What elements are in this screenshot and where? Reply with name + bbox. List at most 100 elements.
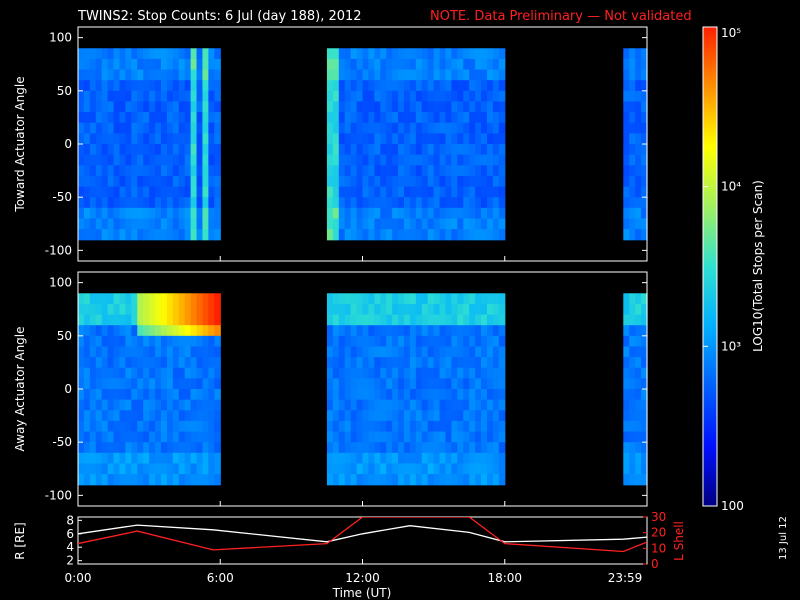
heat-cell bbox=[190, 474, 198, 486]
heat-cell bbox=[374, 335, 381, 348]
heat-cell bbox=[398, 303, 405, 316]
y-tick-label: -50 bbox=[52, 190, 72, 204]
heat-cell bbox=[356, 463, 364, 475]
heat-cell bbox=[445, 378, 453, 390]
heat-cell bbox=[214, 58, 221, 71]
heat-cell bbox=[356, 218, 364, 230]
heat-cell bbox=[433, 101, 441, 113]
heat-cell bbox=[629, 101, 636, 113]
heat-cell bbox=[457, 410, 464, 422]
heat-cell bbox=[439, 122, 447, 134]
heat-cell bbox=[338, 144, 346, 156]
heat-cell bbox=[457, 144, 464, 156]
heat-cell bbox=[202, 367, 209, 379]
heat-cell bbox=[398, 314, 405, 326]
heat-cell bbox=[433, 389, 441, 401]
heat-cell bbox=[629, 293, 636, 305]
heat-cell bbox=[113, 218, 121, 230]
heat-cell bbox=[95, 58, 103, 71]
heat-cell bbox=[427, 186, 435, 198]
heat-cell bbox=[326, 175, 334, 188]
heat-cell bbox=[107, 229, 115, 241]
heat-cell bbox=[78, 207, 85, 220]
heat-cell bbox=[374, 389, 381, 401]
heat-cell bbox=[178, 186, 186, 198]
heat-cell bbox=[143, 154, 150, 166]
heat-cell bbox=[498, 431, 506, 443]
heat-cell bbox=[119, 80, 127, 92]
heat-cell bbox=[356, 357, 364, 369]
heat-cell bbox=[155, 112, 162, 124]
heat-cell bbox=[481, 420, 488, 433]
heat-cell bbox=[380, 399, 387, 411]
heat-cell bbox=[326, 399, 334, 411]
heat-cell bbox=[83, 218, 91, 230]
heat-cell bbox=[202, 122, 209, 134]
heat-cell bbox=[445, 399, 453, 411]
heat-cell bbox=[155, 293, 162, 305]
heat-cell bbox=[623, 207, 630, 220]
heat-cell bbox=[155, 399, 162, 411]
heat-cell bbox=[386, 133, 393, 145]
heat-cell bbox=[101, 175, 109, 188]
heat-cell bbox=[457, 122, 464, 134]
heat-cell bbox=[403, 314, 411, 326]
heat-cell bbox=[398, 229, 405, 241]
heat-cell bbox=[178, 133, 186, 145]
heat-cell bbox=[196, 452, 204, 465]
heat-cell bbox=[374, 69, 381, 81]
heat-cell bbox=[403, 293, 411, 305]
heat-cell bbox=[107, 367, 115, 379]
heat-cell bbox=[457, 335, 464, 348]
heat-cell bbox=[492, 165, 500, 177]
heat-cell bbox=[101, 463, 109, 475]
heat-cell bbox=[380, 452, 387, 465]
heat-cell bbox=[184, 463, 192, 475]
heat-cell bbox=[113, 48, 121, 60]
heat-cell bbox=[392, 474, 399, 486]
heat-cell bbox=[338, 69, 346, 81]
heat-cell bbox=[107, 420, 115, 433]
heat-cell bbox=[143, 314, 150, 326]
heat-cell bbox=[362, 325, 370, 337]
heat-cell bbox=[623, 165, 630, 177]
heat-cell bbox=[415, 314, 423, 326]
heat-cell bbox=[409, 69, 417, 81]
heat-cell bbox=[356, 80, 364, 92]
y-tick-label: -50 bbox=[52, 435, 72, 449]
heat-cell bbox=[486, 431, 494, 443]
heat-cell bbox=[498, 335, 506, 348]
heat-cell bbox=[190, 442, 198, 454]
heat-cell bbox=[403, 431, 411, 443]
heat-cell bbox=[78, 389, 85, 401]
heat-cell bbox=[398, 186, 405, 198]
heat-cell bbox=[481, 335, 488, 348]
heat-cell bbox=[143, 463, 150, 475]
heat-cell bbox=[338, 101, 346, 113]
heat-cell bbox=[486, 293, 494, 305]
heat-cell bbox=[439, 442, 447, 454]
heat-cell bbox=[641, 303, 648, 316]
heat-cell bbox=[415, 207, 423, 220]
heat-cell bbox=[131, 410, 138, 422]
heat-cell bbox=[137, 293, 144, 305]
heat-cell bbox=[451, 112, 458, 124]
heat-cell bbox=[78, 452, 85, 465]
heat-cell bbox=[214, 165, 221, 177]
heat-cell bbox=[492, 335, 500, 348]
heat-cell bbox=[445, 293, 453, 305]
heat-cell bbox=[196, 175, 204, 188]
heat-cell bbox=[160, 431, 168, 443]
heat-cell bbox=[344, 399, 352, 411]
heat-cell bbox=[398, 48, 405, 60]
heat-cell bbox=[184, 420, 192, 433]
heat-cell bbox=[362, 293, 370, 305]
heat-cell bbox=[137, 463, 144, 475]
heat-cell bbox=[184, 399, 192, 411]
heat-cell bbox=[149, 90, 156, 103]
heat-cell bbox=[149, 144, 156, 156]
heat-cell bbox=[350, 133, 358, 145]
heat-cell bbox=[398, 175, 405, 188]
heat-cell bbox=[113, 165, 121, 177]
toward-heatmap bbox=[78, 48, 648, 241]
